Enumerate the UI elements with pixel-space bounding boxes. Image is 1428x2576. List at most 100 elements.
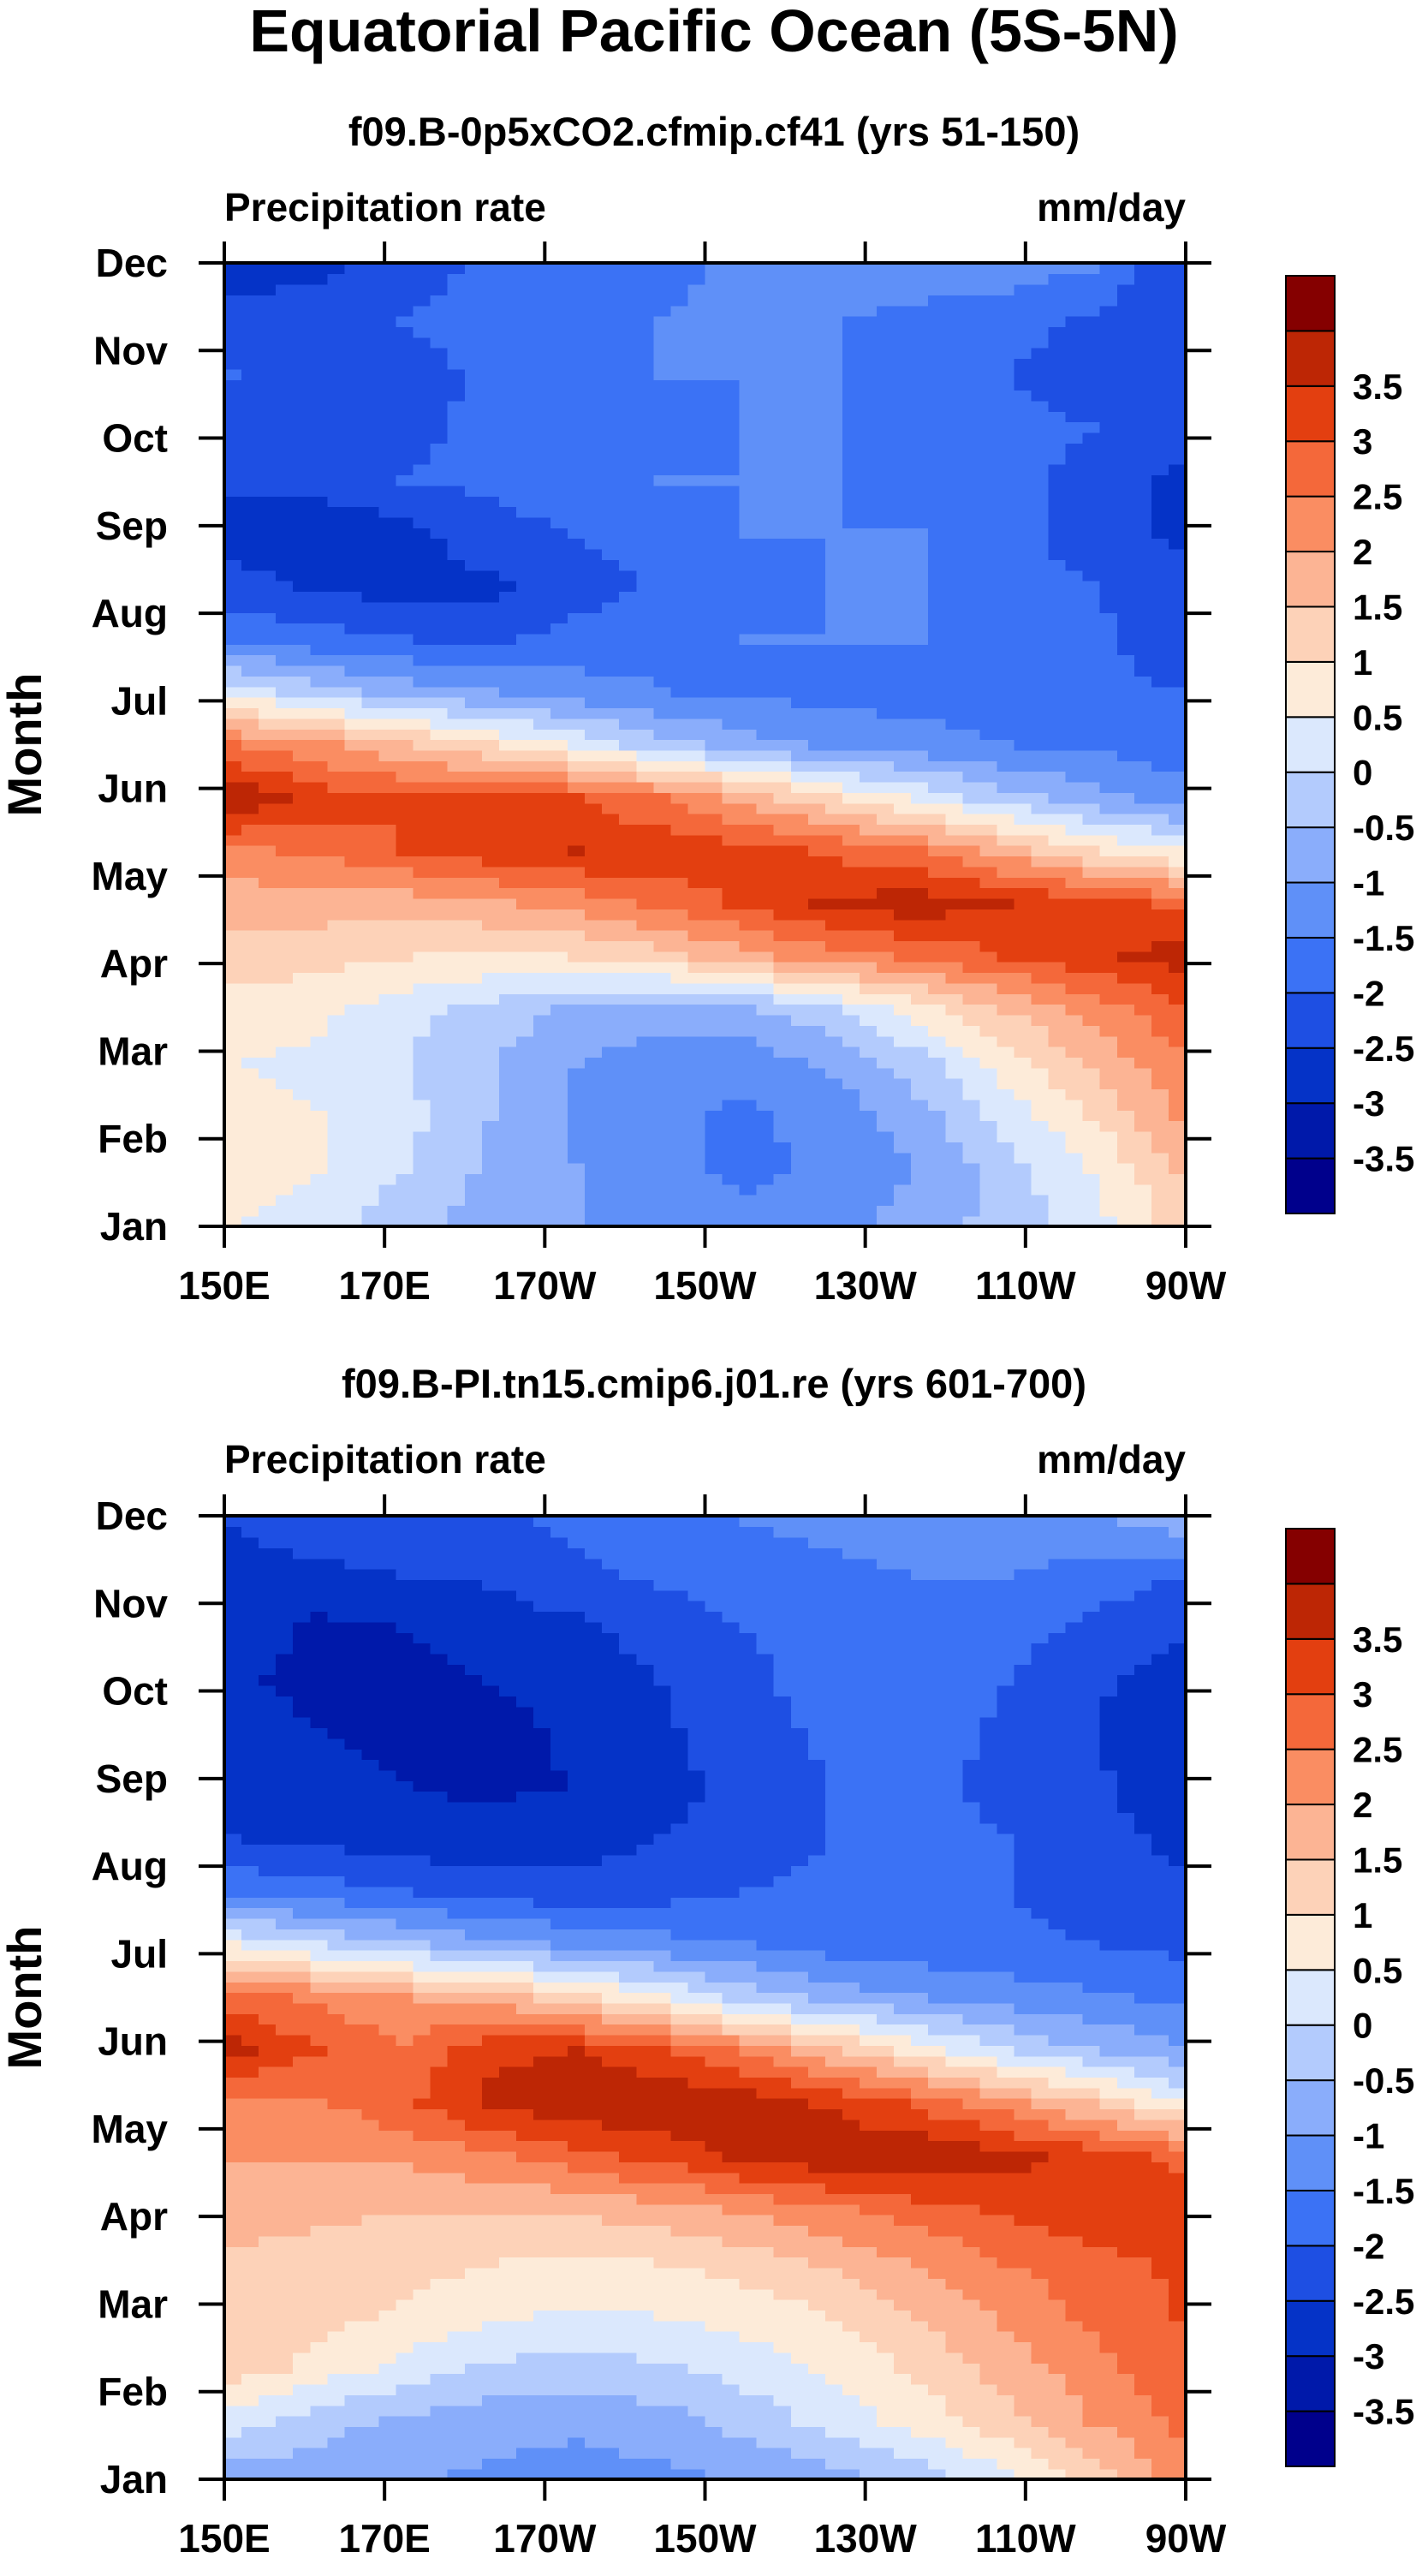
heatmap-cell (585, 485, 603, 497)
heatmap-cell (515, 802, 534, 814)
heatmap-cell (344, 453, 363, 465)
heatmap-cell (1116, 368, 1135, 380)
heatmap-cell (276, 1142, 295, 1154)
heatmap-cell (568, 644, 586, 656)
heatmap-cell (585, 559, 603, 571)
heatmap-cell (894, 909, 912, 921)
heatmap-cell (310, 856, 329, 868)
heatmap-cell (877, 506, 895, 518)
heatmap-cell (327, 897, 346, 909)
heatmap-cell (550, 326, 568, 338)
heatmap-cell (310, 1205, 329, 1217)
heatmap-cell (1082, 813, 1101, 826)
heatmap-cell (344, 929, 363, 942)
heatmap-cell (602, 474, 621, 486)
heatmap-cell (259, 463, 277, 476)
heatmap-cell (378, 813, 397, 826)
heatmap-cell (568, 1215, 586, 1227)
heatmap-cell (773, 993, 792, 1005)
heatmap-cell (1065, 718, 1084, 730)
heatmap-cell (1082, 1067, 1101, 1079)
heatmap-cell (464, 506, 483, 518)
heatmap-cell (859, 295, 878, 307)
heatmap-cell (498, 305, 517, 317)
heatmap-cell (344, 1184, 363, 1196)
heatmap-cell (670, 326, 689, 338)
heatmap-cell (773, 909, 792, 921)
heatmap-cell (568, 474, 586, 486)
heatmap-cell (430, 718, 449, 730)
heatmap-cell (241, 781, 259, 793)
heatmap-cell (894, 1110, 912, 1122)
heatmap-cell (447, 326, 466, 338)
heatmap-cell (1014, 749, 1032, 761)
heatmap-cell (842, 315, 860, 327)
heatmap-cell (962, 834, 981, 846)
heatmap-cell (481, 972, 500, 984)
heatmap-cell (824, 516, 843, 528)
heatmap-cell (1014, 718, 1032, 730)
heatmap-cell (687, 834, 706, 846)
heatmap-cell (568, 548, 586, 560)
heatmap-cell (790, 718, 809, 730)
heatmap-cell (1168, 1014, 1187, 1026)
heatmap-cell (1014, 443, 1032, 455)
heatmap-cell (894, 506, 912, 518)
heatmap-cell (515, 305, 534, 317)
heatmap-cell (1099, 580, 1118, 593)
heatmap-cell (773, 897, 792, 909)
heatmap-cell (550, 781, 568, 793)
heatmap-cell (687, 368, 706, 380)
heatmap-cell (807, 919, 826, 931)
heatmap-cell (585, 1152, 603, 1164)
heatmap-cell (327, 1215, 346, 1227)
heatmap-cell (997, 824, 1015, 836)
heatmap-cell (807, 506, 826, 518)
heatmap-cell (687, 1110, 706, 1122)
heatmap-cell (498, 1057, 517, 1069)
heatmap-cell (344, 1067, 363, 1079)
heatmap-cell (962, 877, 981, 889)
heatmap-cell (653, 528, 672, 540)
heatmap-cell (396, 548, 414, 560)
heatmap-cell (756, 485, 775, 497)
heatmap-cell (515, 792, 534, 804)
heatmap-cell (276, 1046, 295, 1058)
heatmap-cell (1168, 824, 1187, 836)
heatmap-cell (807, 1014, 826, 1026)
heatmap-cell (928, 972, 947, 984)
heatmap-cell (653, 1035, 672, 1047)
heatmap-cell (327, 295, 346, 307)
heatmap-cell (997, 1004, 1015, 1016)
heatmap-cell (877, 432, 895, 444)
heatmap-cell (739, 601, 758, 613)
heatmap-cell (997, 1035, 1015, 1047)
heatmap-cell (259, 283, 277, 295)
heatmap-cell (928, 538, 947, 550)
heatmap-cell (1116, 961, 1135, 974)
heatmap-cell (344, 1099, 363, 1111)
heatmap-cell (842, 474, 860, 486)
heatmap-cell (859, 844, 878, 857)
heatmap-cell (430, 792, 449, 804)
heatmap-cell (1065, 1110, 1084, 1122)
heatmap-cell (276, 1173, 295, 1185)
heatmap-cell (807, 1205, 826, 1217)
heatmap-cell (705, 676, 723, 688)
heatmap-cell (945, 611, 964, 624)
heatmap-cell (498, 379, 517, 391)
heatmap-cell (224, 813, 242, 826)
heatmap-cell (739, 1173, 758, 1185)
heatmap-cell (807, 802, 826, 814)
heatmap-cell (962, 686, 981, 698)
heatmap-cell (824, 1130, 843, 1142)
heatmap-cell (276, 1099, 295, 1111)
heatmap-cell (705, 580, 723, 593)
heatmap-cell (894, 432, 912, 444)
heatmap-cell (224, 1014, 242, 1026)
heatmap-cell (997, 337, 1015, 349)
heatmap-cell (1048, 1152, 1067, 1164)
heatmap-cell (1116, 474, 1135, 486)
heatmap-cell (773, 611, 792, 624)
heatmap-cell (1151, 1077, 1169, 1090)
